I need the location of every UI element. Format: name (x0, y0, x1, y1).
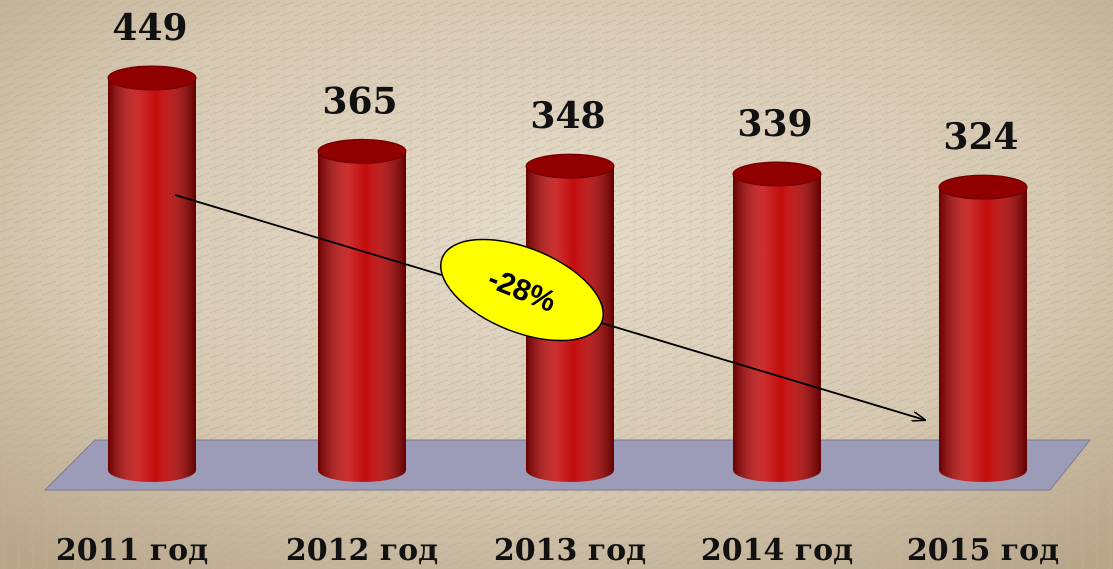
x-tick-label: 2012 год (286, 533, 438, 568)
bars (107, 65, 1028, 483)
x-tick-label: 2014 год (701, 533, 853, 568)
bar-shading (733, 174, 821, 482)
bar-top-shade (108, 66, 196, 90)
bar-top-shade (526, 154, 614, 179)
value-label: 324 (943, 116, 1018, 158)
bar-top-shade (939, 175, 1027, 200)
bar-shading (108, 78, 196, 482)
bar-top (732, 161, 822, 187)
value-label: 449 (112, 7, 187, 49)
bar-top (107, 65, 197, 91)
x-tick-label: 2013 год (494, 533, 646, 568)
value-label: 339 (737, 103, 812, 145)
bar-top (525, 153, 615, 179)
annotation-ellipse (439, 238, 605, 342)
bar-top (317, 138, 407, 164)
bar-top (938, 174, 1028, 200)
bar-top-shade (318, 139, 406, 164)
bar-top-shade (733, 162, 821, 187)
value-label: 365 (322, 80, 397, 122)
bar-shading (318, 151, 406, 482)
annotation-badge: -28% (439, 238, 605, 342)
value-label: 348 (530, 95, 605, 137)
x-tick-label: 2011 год (56, 533, 208, 568)
x-tick-label: 2015 год (907, 533, 1059, 568)
bar-shading (939, 187, 1027, 482)
